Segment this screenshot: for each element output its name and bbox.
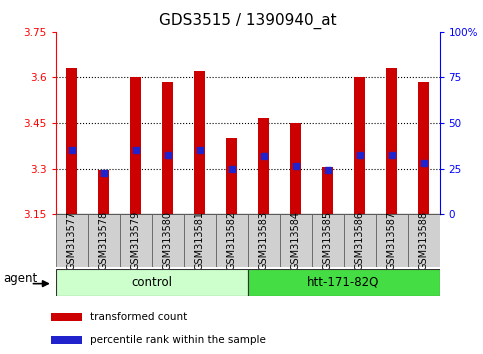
Text: GSM313579: GSM313579 — [130, 211, 141, 270]
Text: GSM313577: GSM313577 — [67, 211, 76, 270]
Text: htt-171-82Q: htt-171-82Q — [307, 276, 380, 289]
Bar — [280, 214, 312, 267]
Text: GSM313586: GSM313586 — [355, 211, 365, 270]
Text: control: control — [131, 276, 172, 289]
Bar — [66, 68, 77, 214]
Text: GSM313581: GSM313581 — [195, 211, 204, 270]
Text: percentile rank within the sample: percentile rank within the sample — [90, 335, 266, 346]
Bar — [386, 68, 397, 214]
Bar — [312, 214, 343, 267]
Text: transformed count: transformed count — [90, 312, 187, 322]
Bar — [408, 214, 440, 267]
Text: GSM313587: GSM313587 — [386, 211, 397, 270]
Bar — [130, 78, 141, 214]
Text: GSM313578: GSM313578 — [99, 211, 109, 270]
Bar — [215, 214, 248, 267]
Bar — [258, 119, 269, 214]
Bar — [184, 214, 215, 267]
Bar — [322, 167, 333, 214]
Bar — [56, 214, 87, 267]
Bar — [162, 82, 173, 214]
Title: GDS3515 / 1390940_at: GDS3515 / 1390940_at — [159, 13, 336, 29]
Text: GSM313588: GSM313588 — [419, 211, 428, 270]
Bar — [56, 269, 248, 296]
Text: GSM313585: GSM313585 — [323, 211, 332, 270]
Bar — [376, 214, 408, 267]
Bar — [354, 78, 365, 214]
Text: GSM313583: GSM313583 — [258, 211, 269, 270]
Bar — [87, 214, 120, 267]
Bar — [248, 269, 440, 296]
Bar — [418, 82, 429, 214]
Bar — [226, 138, 237, 214]
Bar — [343, 214, 376, 267]
Text: GSM313580: GSM313580 — [163, 211, 172, 270]
Bar — [98, 170, 109, 214]
Bar — [51, 336, 82, 344]
Bar — [194, 72, 205, 214]
Bar — [51, 313, 82, 321]
Bar — [290, 123, 301, 214]
Text: GSM313582: GSM313582 — [227, 211, 237, 270]
Text: agent: agent — [3, 272, 37, 285]
Text: GSM313584: GSM313584 — [291, 211, 300, 270]
Bar — [248, 214, 280, 267]
Bar — [152, 214, 184, 267]
Bar — [120, 214, 152, 267]
